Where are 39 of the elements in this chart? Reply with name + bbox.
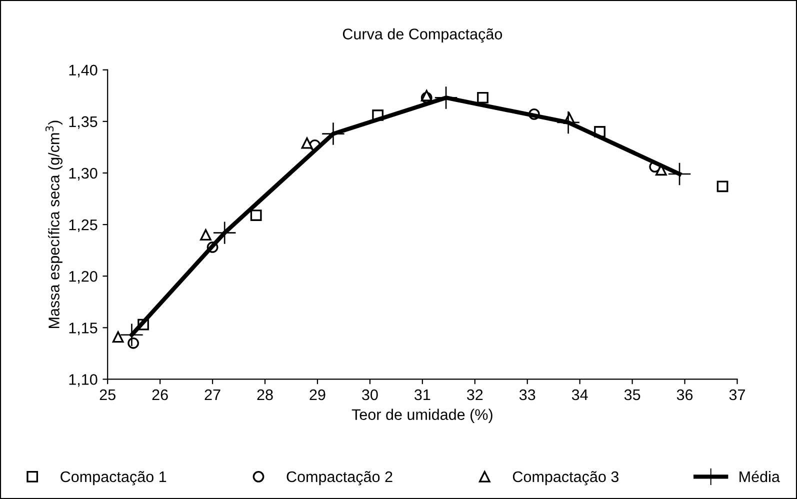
point <box>716 180 728 192</box>
x-tick-label: 30 <box>362 389 378 400</box>
y-tick-label: 1,35 <box>69 116 98 129</box>
legend-label: Compactação 2 <box>286 471 392 486</box>
y-axis-title: Massa específica seca (g/cm$^{3}$) <box>45 120 62 328</box>
y-tick-label: 1,20 <box>69 270 98 284</box>
point <box>213 222 236 244</box>
x-axis-title: Teor de umidade (%) <box>352 408 492 423</box>
point <box>301 137 313 149</box>
y-tick-label: 1,25 <box>69 219 98 232</box>
x-tick-label: 33 <box>519 389 536 400</box>
point <box>434 86 458 109</box>
point <box>112 331 124 343</box>
x-tick-label: 34 <box>572 389 588 400</box>
legend-label: Compactação 1 <box>60 471 166 486</box>
chart-title: Curva de Compactação <box>342 28 502 43</box>
y-tick-label: 1,30 <box>69 168 98 180</box>
x-tick-label: 37 <box>729 389 745 400</box>
x-tick-label: 35 <box>624 389 640 400</box>
y-tick-label: 1,10 <box>69 374 98 387</box>
x-tick-label: 36 <box>676 389 693 400</box>
x-tick-label: 26 <box>152 389 168 400</box>
y-tick-label: 1,40 <box>69 64 98 78</box>
legend-label: Compactação 3 <box>512 471 618 486</box>
x-tick-label: 29 <box>310 389 326 400</box>
y-tick-label: 1,15 <box>69 322 98 336</box>
x-tick-label: 31 <box>414 389 430 400</box>
x-tick-label: 28 <box>257 389 273 400</box>
point <box>120 324 143 346</box>
point <box>250 210 262 221</box>
x-tick-label: 32 <box>466 389 483 400</box>
x-tick-label: 25 <box>100 389 116 400</box>
x-tick-label: 27 <box>204 389 220 400</box>
legend-label: Média <box>740 470 780 482</box>
point <box>557 111 580 134</box>
point <box>477 92 488 104</box>
point <box>322 122 344 145</box>
point <box>420 90 432 102</box>
point <box>200 229 212 241</box>
